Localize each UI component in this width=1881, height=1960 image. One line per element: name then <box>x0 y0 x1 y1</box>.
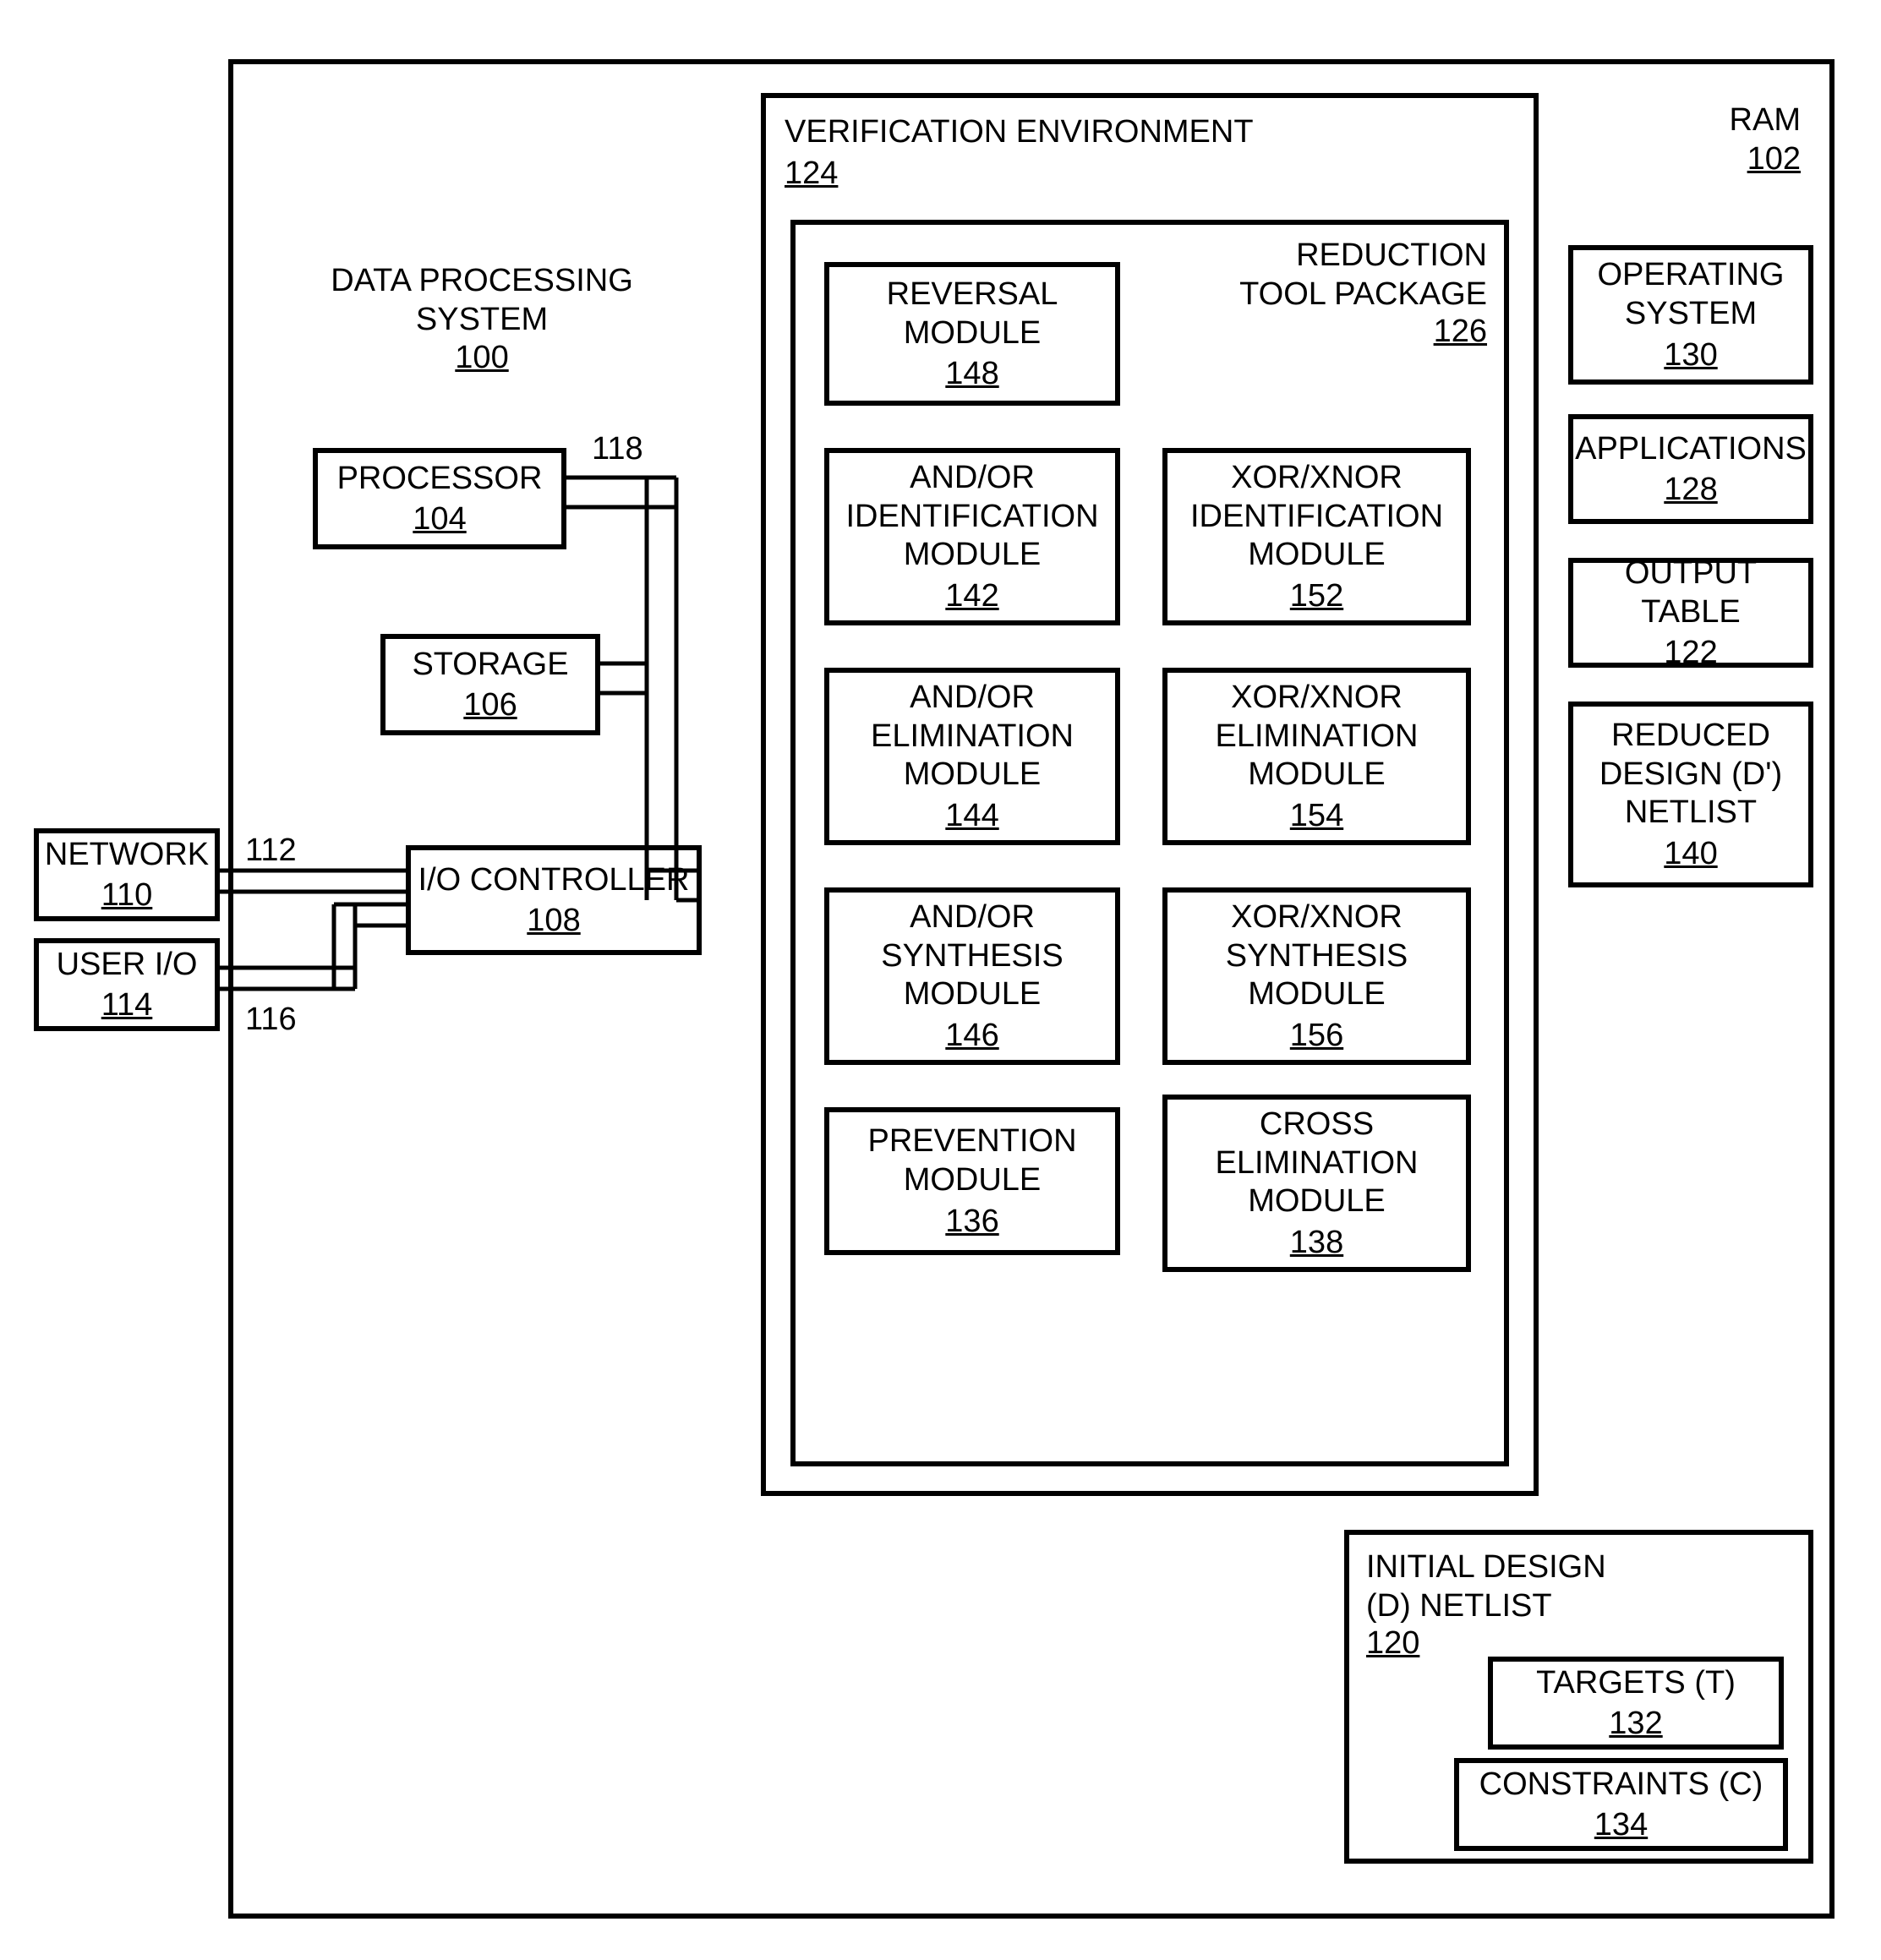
userio-num: 114 <box>101 987 153 1024</box>
andor-synth-label: AND/OR SYNTHESIS MODULE <box>881 898 1063 1014</box>
dps-text: DATA PROCESSING SYSTEM <box>331 263 633 337</box>
output-num: 122 <box>1664 635 1717 671</box>
andor-elim-label: AND/OR ELIMINATION MODULE <box>871 679 1074 794</box>
initial-num: 120 <box>1366 1625 1419 1661</box>
rtp-num: 126 <box>1434 314 1487 349</box>
andor-id-box: AND/OR IDENTIFICATION MODULE 142 <box>824 448 1120 625</box>
andor-id-num: 142 <box>945 578 998 614</box>
apps-box: APPLICATIONS 128 <box>1568 414 1813 524</box>
targets-box: TARGETS (T) 132 <box>1488 1657 1784 1750</box>
prevention-num: 136 <box>945 1204 998 1240</box>
apps-label: APPLICATIONS <box>1575 430 1807 469</box>
bus-116: 116 <box>245 1002 297 1038</box>
reversal-num: 148 <box>945 356 998 392</box>
constraints-label: CONSTRAINTS (C) <box>1479 1766 1763 1804</box>
output-label: OUTPUT TABLE <box>1573 554 1808 631</box>
cross-elim-label: CROSS ELIMINATION MODULE <box>1216 1106 1419 1221</box>
ioctrl-box: I/O CONTROLLER 108 <box>406 845 702 955</box>
output-box: OUTPUT TABLE 122 <box>1568 558 1813 668</box>
prevention-box: PREVENTION MODULE 136 <box>824 1107 1120 1255</box>
xor-id-num: 152 <box>1290 578 1343 614</box>
xor-id-label: XOR/XNOR IDENTIFICATION MODULE <box>1190 459 1443 575</box>
storage-label: STORAGE <box>412 646 568 685</box>
cross-elim-box: CROSS ELIMINATION MODULE 138 <box>1162 1095 1471 1272</box>
constraints-box: CONSTRAINTS (C) 134 <box>1454 1758 1788 1851</box>
storage-box: STORAGE 106 <box>380 634 600 735</box>
constraints-num: 134 <box>1594 1807 1648 1843</box>
ram-text: RAM <box>1730 102 1801 138</box>
bus-118: 118 <box>592 431 643 467</box>
xor-elim-label: XOR/XNOR ELIMINATION MODULE <box>1216 679 1419 794</box>
andor-elim-num: 144 <box>945 798 998 834</box>
reduced-box: REDUCED DESIGN (D') NETLIST 140 <box>1568 702 1813 887</box>
ram-num: 102 <box>1747 141 1801 177</box>
reduced-num: 140 <box>1664 836 1717 872</box>
xor-synth-box: XOR/XNOR SYNTHESIS MODULE 156 <box>1162 887 1471 1065</box>
xor-synth-label: XOR/XNOR SYNTHESIS MODULE <box>1226 898 1408 1014</box>
data-processing-system-label: DATA PROCESSING SYSTEM 100 <box>313 262 651 378</box>
reversal-box: REVERSAL MODULE 148 <box>824 262 1120 406</box>
rtp-label: REDUCTION TOOL PACKAGE <box>1239 237 1487 312</box>
andor-id-label: AND/OR IDENTIFICATION MODULE <box>845 459 1098 575</box>
network-box: NETWORK 110 <box>34 828 220 921</box>
targets-num: 132 <box>1609 1706 1662 1742</box>
storage-num: 106 <box>463 687 517 723</box>
processor-num: 104 <box>413 501 466 538</box>
initial-label: INITIAL DESIGN (D) NETLIST <box>1366 1549 1606 1624</box>
reversal-label: REVERSAL MODULE <box>887 276 1058 352</box>
verenv-num: 124 <box>785 156 838 192</box>
reduced-label: REDUCED DESIGN (D') NETLIST <box>1599 717 1782 833</box>
xor-synth-num: 156 <box>1290 1018 1343 1054</box>
os-label: OPERATING SYSTEM <box>1598 256 1785 333</box>
bus-112: 112 <box>245 833 297 869</box>
network-num: 110 <box>101 877 153 914</box>
ioctrl-num: 108 <box>527 903 580 939</box>
targets-label: TARGETS (T) <box>1536 1664 1736 1703</box>
network-label: NETWORK <box>45 836 209 875</box>
andor-synth-box: AND/OR SYNTHESIS MODULE 146 <box>824 887 1120 1065</box>
verenv-label: VERIFICATION ENVIRONMENT <box>785 113 1254 152</box>
ioctrl-label: I/O CONTROLLER <box>418 861 690 900</box>
andor-elim-box: AND/OR ELIMINATION MODULE 144 <box>824 668 1120 845</box>
xor-id-box: XOR/XNOR IDENTIFICATION MODULE 152 <box>1162 448 1471 625</box>
processor-label: PROCESSOR <box>337 460 543 499</box>
os-box: OPERATING SYSTEM 130 <box>1568 245 1813 385</box>
ram-label: RAM 102 <box>1674 101 1801 178</box>
apps-num: 128 <box>1664 472 1717 508</box>
dps-num: 100 <box>455 340 508 375</box>
xor-elim-box: XOR/XNOR ELIMINATION MODULE 154 <box>1162 668 1471 845</box>
processor-box: PROCESSOR 104 <box>313 448 566 549</box>
andor-synth-num: 146 <box>945 1018 998 1054</box>
userio-label: USER I/O <box>57 946 198 985</box>
cross-elim-num: 138 <box>1290 1225 1343 1261</box>
os-num: 130 <box>1664 337 1717 374</box>
xor-elim-num: 154 <box>1290 798 1343 834</box>
userio-box: USER I/O 114 <box>34 938 220 1031</box>
prevention-label: PREVENTION MODULE <box>867 1122 1076 1199</box>
